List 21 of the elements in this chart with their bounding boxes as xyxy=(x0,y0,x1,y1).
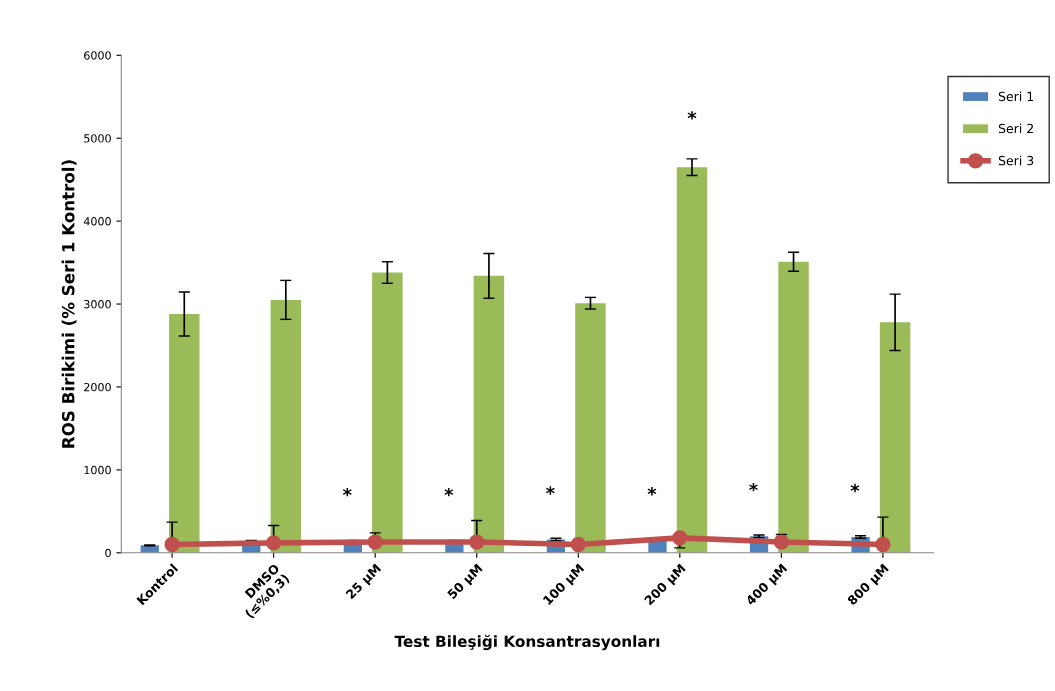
y-tick-label: 6000 xyxy=(84,51,111,60)
annotation: * xyxy=(687,111,697,120)
annotation: * xyxy=(342,487,352,497)
legend-label: Seri 2 xyxy=(998,123,1033,134)
x-tick-label: 50 µM xyxy=(446,563,485,602)
annotation: * xyxy=(647,487,657,496)
x-tick-label: 25 µM xyxy=(345,563,383,602)
annotation: * xyxy=(850,483,860,493)
annotation: * xyxy=(444,487,454,497)
y-tick-label: 5000 xyxy=(84,134,111,143)
y-tick-label: 2000 xyxy=(84,382,111,392)
legend-label: Seri 1 xyxy=(998,91,1034,102)
y-axis-title: ROS Birikimi (% Seri 1 Kontrol) xyxy=(61,160,77,448)
legend-label: Seri 3 xyxy=(998,155,1034,166)
y-tick-label: 4000 xyxy=(83,217,111,226)
annotation: * xyxy=(749,482,758,492)
x-axis-title: Test Bileşiği Konsantrasyonları xyxy=(394,634,660,651)
y-tick-label: 0 xyxy=(105,548,111,558)
annotation: * xyxy=(546,486,555,495)
y-tick-label: 1000 xyxy=(84,465,111,475)
y-tick-label: 3000 xyxy=(84,300,111,309)
